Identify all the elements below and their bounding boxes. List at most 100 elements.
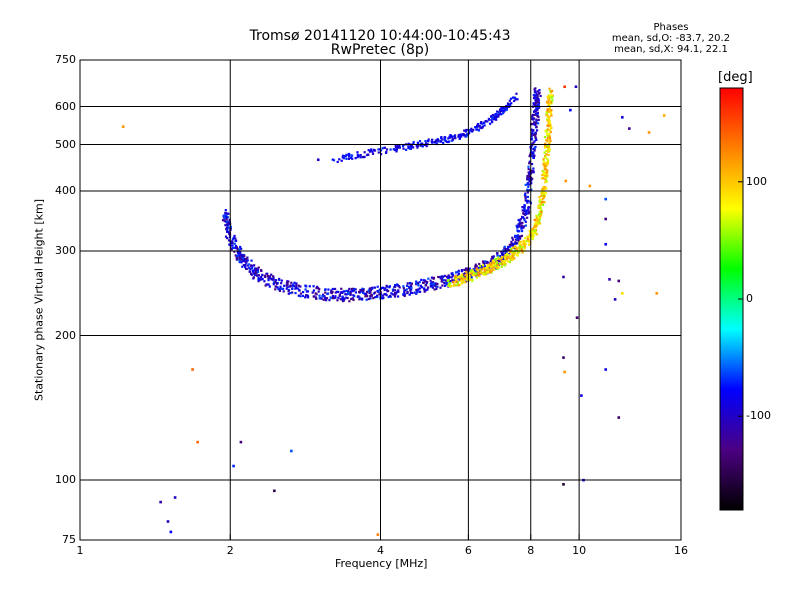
o-trace-point [508,245,512,248]
o-trace-point [393,291,397,295]
x-trace-point [547,99,551,102]
x-trace-point [544,191,547,195]
x-trace-point [511,251,514,254]
x-trace-point [542,196,545,200]
y-tick-label: 500 [55,137,76,151]
upper-branch-point [480,120,483,124]
o-trace-point [502,249,505,252]
x-trace-point [538,195,541,199]
o-trace-point [410,284,413,287]
o-trace-point [328,299,331,302]
o-trace-point [252,276,255,279]
x-trace-point [540,209,543,212]
x-trace-point [536,219,540,222]
o-trace-point [402,286,405,290]
o-trace-point [465,267,468,270]
o-trace-point [528,155,531,158]
grid-lines [79,60,682,540]
x-trace-point [546,115,549,119]
o-trace-point [301,294,305,298]
x-trace-point [541,198,544,201]
x-trace-point [479,271,482,274]
o-trace-point [496,252,499,255]
x-trace-point [538,212,541,215]
o-trace-point [269,276,272,279]
o-trace-point [440,280,443,283]
o-trace-point [523,204,526,207]
x-trace-point [485,270,489,273]
o-trace-point [470,274,473,277]
x-trace-point [520,245,523,248]
o-trace-point [224,212,227,215]
x-trace-point [483,273,486,276]
x-trace-point [504,262,507,266]
o-trace-point [450,276,453,279]
o-trace-point [510,240,513,244]
y-tick-label: 400 [55,184,76,198]
x-trace-point [547,133,550,136]
x-trace-point [498,258,502,261]
x-trace-point [545,163,548,166]
upper-branch-point [378,148,382,151]
x-trace-point [478,271,481,274]
phases-mean-x: mean, sd,X: 94.1, 22.1 [614,44,728,55]
x-trace-point [524,237,527,240]
x-trace-point [543,146,547,149]
o-trace-point [390,292,393,295]
o-trace-point [398,286,401,289]
x-trace-point [546,118,549,121]
o-trace-point [410,286,413,289]
o-trace-point [463,275,466,279]
x-trace-point [478,265,482,268]
o-trace-point [474,263,477,266]
o-trace-point [506,248,509,251]
o-trace-point [533,148,536,151]
x-trace-point [541,188,544,191]
o-trace-point [240,247,243,250]
o-trace-point [535,93,539,96]
o-trace-point [370,293,373,296]
x-trace-point [501,263,504,266]
x-trace-point [503,264,506,267]
x-trace-point [484,272,487,275]
o-trace-point [470,276,473,279]
x-trace-point [471,274,474,277]
o-trace-point [447,275,450,278]
o-trace-point [243,254,246,258]
upper-branch-point [444,136,447,139]
o-trace-point [444,279,447,282]
upper-branch-point [431,141,434,144]
upper-branch-point [474,126,477,129]
x-trace-point [455,283,458,287]
x-trace-point [542,169,545,173]
o-trace-point [518,230,521,233]
o-trace-point [266,283,269,286]
o-trace-point [414,291,417,294]
upper-branch-point [451,138,455,141]
x-trace-point [518,251,521,254]
x-trace-point [459,279,462,282]
o-trace-point [528,180,531,183]
x-trace-point [542,191,545,194]
x-trace-point [457,284,460,287]
scatter-point [159,500,162,504]
o-trace-point [359,288,362,292]
o-trace-point [431,284,434,287]
x-trace-point [544,155,547,159]
scatter-point [580,394,583,397]
x-trace-point [461,277,464,280]
x-trace-point [520,244,523,247]
o-trace-point [534,134,537,138]
scatter-point [655,292,659,295]
upper-branch-point [419,144,422,147]
upper-branch-point [498,109,502,112]
x-trace-point [548,121,552,124]
o-trace-point [535,138,538,141]
x-trace-point [547,122,550,125]
o-trace-point [498,254,501,258]
o-trace-point [441,275,444,278]
o-trace-point [387,295,390,299]
o-trace-point [321,293,325,296]
x-trace-point [542,188,545,191]
o-trace-point [523,193,527,197]
